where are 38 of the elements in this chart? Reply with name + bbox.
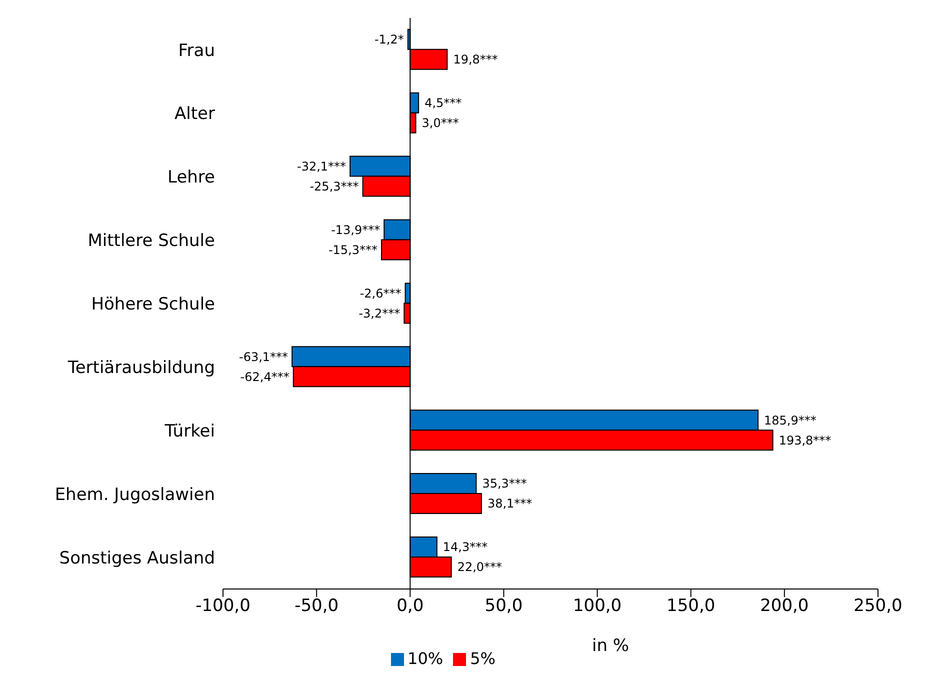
data-label: 193,8*** — [778, 433, 832, 448]
y-tick-label: Lehre — [168, 168, 215, 188]
data-label: -1,2* — [374, 32, 404, 47]
data-label: 38,1*** — [487, 496, 532, 511]
y-tick-label: Mittlere Schule — [88, 231, 215, 252]
x-tick-label: 100,0 — [572, 596, 622, 616]
data-label: 4,5*** — [424, 96, 462, 110]
data-label: -63,1*** — [238, 350, 288, 364]
data-label: -3,2*** — [358, 306, 400, 320]
y-tick-label: Tertiärausbildung — [66, 358, 215, 378]
x-tick-label: -50,0 — [294, 596, 339, 616]
data-label: -2,6*** — [360, 286, 402, 300]
x-tick-label: 250,0 — [854, 596, 902, 616]
y-tick-label: Höhere Schule — [91, 294, 215, 315]
x-tick-label: 200,0 — [760, 596, 809, 616]
data-label: 19,8*** — [453, 52, 498, 67]
data-label: -32,1*** — [297, 160, 346, 174]
x-tick-label: 50,0 — [484, 596, 523, 616]
data-label: 35,3*** — [482, 476, 527, 491]
x-axis-title: in % — [592, 636, 630, 656]
y-tick-label: Frau — [178, 40, 215, 61]
data-label: -62,4*** — [240, 370, 290, 384]
x-tick-label: 150,0 — [666, 596, 716, 616]
data-label: 3,0*** — [422, 116, 459, 130]
y-tick-label: Ehem. Jugoslawien — [54, 484, 215, 505]
y-tick-label: Türkei — [164, 421, 215, 442]
data-label: 185,9*** — [764, 413, 816, 428]
legend-label: 5% — [470, 649, 496, 668]
x-tick-label: 0,0 — [396, 596, 424, 616]
data-label: -25,3*** — [310, 180, 359, 194]
y-tick-label: Sonstiges Ausland — [59, 548, 215, 568]
data-label: -13,9*** — [331, 222, 380, 237]
y-tick-label: Alter — [174, 104, 216, 124]
legend-label: 10% — [408, 649, 444, 668]
x-tick-label: -100,0 — [196, 596, 250, 616]
data-label: -15,3*** — [328, 242, 378, 257]
data-label: 22,0*** — [457, 560, 502, 574]
data-label: 14,3*** — [442, 540, 488, 554]
